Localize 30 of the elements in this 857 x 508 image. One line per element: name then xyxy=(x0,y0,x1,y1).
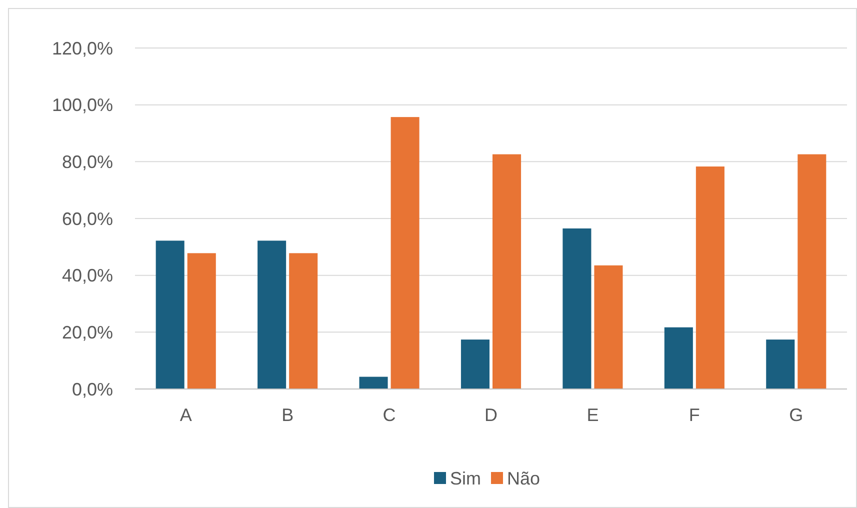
y-tick-label: 20,0% xyxy=(62,322,113,342)
bar xyxy=(258,240,286,389)
bar xyxy=(492,154,522,389)
bar xyxy=(798,154,826,389)
y-tick-label: 0,0% xyxy=(72,379,113,400)
bar xyxy=(664,327,693,389)
bar xyxy=(696,166,724,389)
bar xyxy=(562,228,592,389)
y-tick-label: 100,0% xyxy=(52,95,113,116)
x-tick-label: F xyxy=(688,405,700,425)
bar xyxy=(289,253,318,389)
bar xyxy=(187,253,216,389)
y-tick-label: 40,0% xyxy=(62,266,113,286)
legend-label: Sim xyxy=(450,468,481,488)
x-tick-label: A xyxy=(180,405,192,425)
legend-label: Não xyxy=(507,468,540,488)
x-tick-label: G xyxy=(789,405,804,425)
bar xyxy=(359,376,388,389)
bar xyxy=(594,265,623,389)
bar xyxy=(156,240,184,389)
x-tick-label: E xyxy=(586,405,599,425)
bar xyxy=(766,340,795,389)
bar xyxy=(460,340,490,389)
x-tick-label: C xyxy=(382,405,396,425)
x-tick-label: D xyxy=(484,405,498,425)
y-tick-label: 120,0% xyxy=(52,38,113,58)
y-tick-label: 60,0% xyxy=(62,208,113,229)
x-tick-label: B xyxy=(282,405,294,425)
y-tick-label: 80,0% xyxy=(62,152,113,172)
bar xyxy=(390,117,420,389)
